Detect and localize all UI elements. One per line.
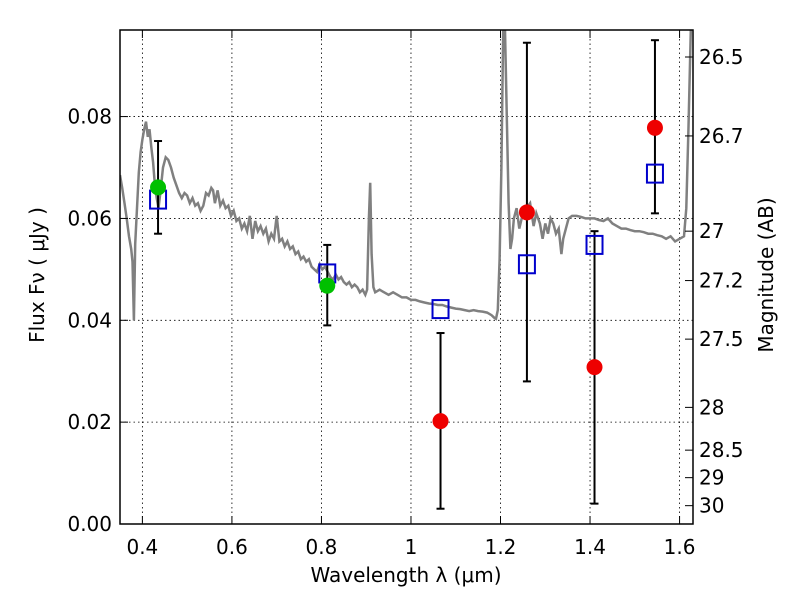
grid-lines bbox=[120, 30, 693, 525]
error-bars bbox=[154, 39, 659, 510]
right-tick-label: 30 bbox=[699, 494, 724, 518]
x-tick-label: 1.4 bbox=[574, 535, 606, 559]
right-tick-label: 27 bbox=[699, 219, 724, 243]
right-tick-label: 27.5 bbox=[699, 327, 744, 351]
spectrum-line bbox=[120, 30, 693, 321]
right-tick-label: 29 bbox=[699, 466, 724, 490]
model-square-marker bbox=[645, 163, 664, 184]
y-tick-label: 0.04 bbox=[67, 308, 112, 332]
x-tick-label: 1.6 bbox=[664, 535, 696, 559]
x-axis-label: Wavelength λ (μm) bbox=[310, 563, 501, 587]
y-axis-label-left: Flux Fν ( μJy ) bbox=[25, 207, 49, 343]
right-tick-label: 26.7 bbox=[699, 124, 744, 148]
y-axis-ticks: 0.00 0.02 0.04 0.06 0.08 bbox=[67, 105, 128, 536]
x-tick-label: 0.4 bbox=[126, 535, 158, 559]
model-photometry-markers bbox=[149, 163, 664, 320]
x-tick-label: 0.6 bbox=[216, 535, 248, 559]
x-axis-ticks: 0.4 0.6 0.8 1 1.2 1.4 1.6 bbox=[126, 30, 695, 559]
observed-point bbox=[646, 119, 663, 136]
model-square-marker bbox=[431, 299, 450, 320]
right-tick-label: 28.5 bbox=[699, 438, 744, 462]
observed-point bbox=[432, 413, 449, 430]
observed-photometry-markers bbox=[150, 119, 663, 430]
observed-point bbox=[150, 179, 167, 196]
x-tick-label: 1 bbox=[405, 535, 418, 559]
template-spectrum bbox=[120, 30, 693, 321]
model-square-marker bbox=[517, 254, 536, 275]
y-tick-label: 0.02 bbox=[67, 410, 112, 434]
y-axis-label-right: Magnitude (AB) bbox=[754, 197, 778, 352]
x-tick-label: 0.8 bbox=[306, 535, 338, 559]
model-square-marker bbox=[585, 234, 604, 255]
y-tick-label: 0.08 bbox=[67, 105, 112, 129]
observed-point bbox=[586, 359, 603, 376]
y-tick-label: 0.06 bbox=[67, 206, 112, 230]
observed-point bbox=[518, 204, 535, 221]
x-tick-label: 1.2 bbox=[485, 535, 517, 559]
y-tick-label: 0.00 bbox=[67, 512, 112, 536]
plot-frame bbox=[119, 29, 694, 525]
observed-point bbox=[319, 277, 336, 294]
right-tick-label: 26.5 bbox=[699, 45, 744, 69]
right-tick-label: 27.2 bbox=[699, 269, 744, 293]
right-tick-label: 28 bbox=[699, 395, 724, 419]
right-axis-ticks: 26.5 26.7 27 27.2 27.5 28 28.5 29 30 bbox=[685, 45, 744, 518]
